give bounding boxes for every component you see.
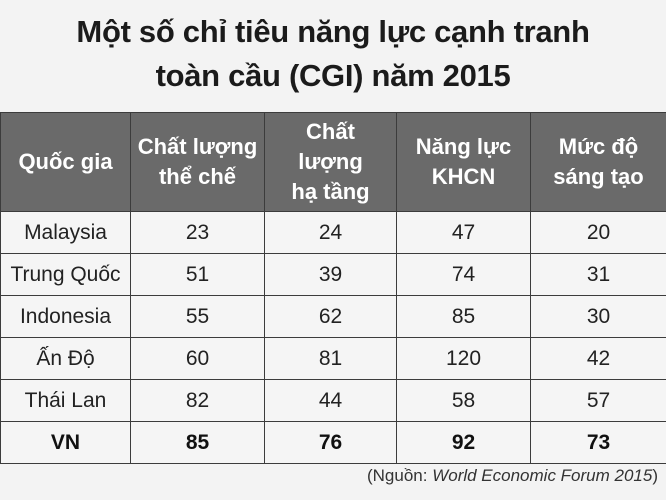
value-cell: 82 [130, 379, 265, 422]
table-row: Indonesia 55 62 85 30 [0, 295, 666, 338]
country-cell: VN [0, 421, 131, 464]
country-cell: Malaysia [0, 211, 131, 254]
value-cell: 24 [264, 211, 397, 254]
value-cell: 20 [530, 211, 666, 254]
header-innovation: Mức độ sáng tạo [530, 112, 666, 212]
table-header: Quốc gia Chất lượng thể chế Chất lượng h… [0, 112, 666, 212]
source-suffix: ) [652, 466, 658, 485]
header-country: Quốc gia [0, 112, 131, 212]
value-cell: 31 [530, 253, 666, 296]
table-row: Malaysia 23 24 47 20 [0, 211, 666, 254]
table-row: Ấn Độ 60 81 120 42 [0, 337, 666, 380]
source-prefix: (Nguồn: [366, 466, 433, 485]
table-row: Trung Quốc 51 39 74 31 [0, 253, 666, 296]
header-innovation-line-1: Mức độ [558, 134, 639, 159]
value-cell: 47 [396, 211, 531, 254]
value-cell: 23 [130, 211, 265, 254]
value-cell: 60 [130, 337, 265, 380]
header-technology: Năng lực KHCN [396, 112, 531, 212]
value-cell: 92 [396, 421, 531, 464]
table-row-highlight: VN 85 76 92 73 [0, 421, 666, 464]
value-cell: 62 [264, 295, 397, 338]
value-cell: 58 [396, 379, 531, 422]
table-body: Malaysia 23 24 47 20 Trung Quốc 51 39 74… [0, 211, 666, 464]
table-row: Thái Lan 82 44 58 57 [0, 379, 666, 422]
value-cell: 85 [130, 421, 265, 464]
value-cell: 44 [264, 379, 397, 422]
value-cell: 74 [396, 253, 531, 296]
header-institutions-line-2: thể chế [158, 164, 237, 189]
title-line-1: Một số chỉ tiêu năng lực cạnh tranh [76, 14, 590, 49]
header-infrastructure-line-2: hạ tầng [291, 179, 370, 204]
header-technology-line-1: Năng lực [415, 134, 512, 159]
header-institutions: Chất lượng thể chế [130, 112, 265, 212]
value-cell: 76 [264, 421, 397, 464]
value-cell: 51 [130, 253, 265, 296]
header-innovation-line-2: sáng tạo [553, 164, 644, 189]
competitiveness-table: Quốc gia Chất lượng thể chế Chất lượng h… [0, 112, 666, 464]
value-cell: 120 [396, 337, 531, 380]
value-cell: 57 [530, 379, 666, 422]
header-technology-line-2: KHCN [431, 164, 496, 189]
value-cell: 73 [530, 421, 666, 464]
country-cell: Ấn Độ [0, 337, 131, 380]
country-cell: Indonesia [0, 295, 131, 338]
page-title: Một số chỉ tiêu năng lực cạnh tranh toàn… [0, 10, 666, 98]
title-line-2: toàn cầu (CGI) năm 2015 [155, 58, 511, 93]
value-cell: 39 [264, 253, 397, 296]
value-cell: 81 [264, 337, 397, 380]
value-cell: 42 [530, 337, 666, 380]
header-institutions-line-1: Chất lượng [137, 134, 258, 159]
value-cell: 30 [530, 295, 666, 338]
source-note: (Nguồn: World Economic Forum 2015) [367, 466, 658, 486]
header-row: Quốc gia Chất lượng thể chế Chất lượng h… [0, 112, 666, 212]
country-cell: Thái Lan [0, 379, 131, 422]
header-infrastructure-line-1: Chất lượng [298, 119, 363, 174]
header-country-label: Quốc gia [18, 149, 113, 174]
value-cell: 85 [396, 295, 531, 338]
source-name: World Economic Forum 2015 [432, 466, 653, 485]
value-cell: 55 [130, 295, 265, 338]
header-infrastructure: Chất lượng hạ tầng [264, 112, 397, 212]
country-cell: Trung Quốc [0, 253, 131, 296]
